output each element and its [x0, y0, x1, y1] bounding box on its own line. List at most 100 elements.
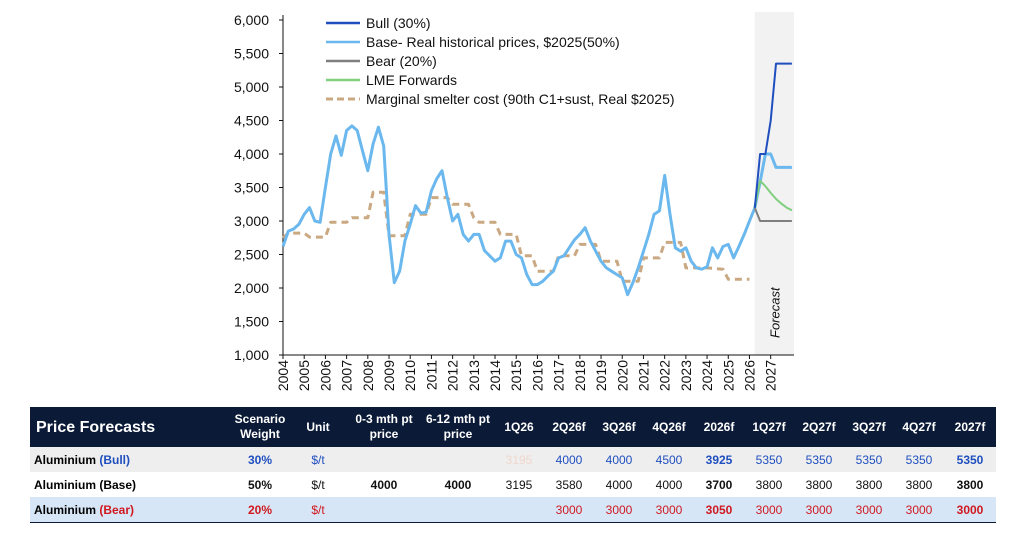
row-value-2q26f: 4000 [544, 447, 594, 472]
row-value-3q27f: 3000 [844, 497, 894, 523]
header-scenario-weight: Scenario Weight [230, 407, 290, 447]
x-tick-label: 2015 [508, 360, 524, 391]
x-tick-label: 2007 [339, 360, 355, 391]
header-3q27f: 3Q27f [844, 407, 894, 447]
y-tick-label: 3,000 [234, 213, 269, 229]
price-forecast-table: Price Forecasts Scenario Weight Unit 0-3… [30, 407, 996, 523]
series-line [281, 124, 792, 297]
x-tick-label: 2023 [678, 360, 694, 391]
row-value-1q27f: 3000 [744, 497, 794, 523]
legend-entry: LME Forwards [366, 72, 457, 88]
y-tick-label: 1,500 [234, 314, 269, 330]
x-tick-label: 2022 [657, 360, 673, 391]
x-tick-label: 2020 [614, 360, 630, 391]
row-value-1q26 [494, 497, 544, 523]
y-tick-label: 4,500 [234, 113, 269, 129]
row-value-2027f: 5350 [944, 447, 996, 472]
row-label: Aluminium (Base) [30, 472, 230, 497]
table-row-base: Aluminium (Base) 50% $/t 4000 4000 3195 … [30, 472, 996, 497]
forecast-label: Forecast [767, 286, 782, 338]
row-value-3q27f: 5350 [844, 447, 894, 472]
y-tick-label: 5,000 [234, 79, 269, 95]
row-value-3q26f: 4000 [594, 472, 644, 497]
row-value-3q27f: 3800 [844, 472, 894, 497]
series-line [753, 207, 792, 222]
row-value-4q26f: 3000 [644, 497, 694, 523]
header-6-12-price: 6-12 mth pt price [422, 407, 494, 447]
x-tick-label: 2017 [551, 360, 567, 391]
x-tick-label: 2013 [466, 360, 482, 391]
row-value-1q26: 3195 [494, 447, 544, 472]
row-value-4q26f: 4000 [644, 472, 694, 497]
row-label: Aluminium (Bull) [30, 447, 230, 472]
x-tick-label: 2024 [699, 360, 715, 391]
legend-entry: Marginal smelter cost (90th C1+sust, Rea… [366, 91, 675, 107]
x-tick-label: 2009 [381, 360, 397, 391]
chart-axes: 1,000 1,500 2,000 2,500 3,000 3,500 4,000 4,500… [234, 12, 794, 391]
row-value-4q27f: 5350 [894, 447, 944, 472]
row-label-main: Aluminium [34, 502, 100, 517]
row-value-2026f: 3700 [694, 472, 744, 497]
header-4q26f: 4Q26f [644, 407, 694, 447]
header-4q27f: 4Q27f [894, 407, 944, 447]
row-value-2q26f: 3580 [544, 472, 594, 497]
table-title: Price Forecasts [30, 407, 230, 447]
series-line [282, 190, 750, 283]
y-tick-label: 1,000 [234, 347, 269, 363]
y-tick-label: 2,000 [234, 280, 269, 296]
row-label: Aluminium (Bear) [30, 497, 230, 523]
x-tick-label: 2004 [275, 360, 291, 391]
chart-legend: Bull (30%) Base- Real historical prices, … [326, 15, 675, 107]
row-value-2q26f: 3000 [544, 497, 594, 523]
row-value-2026f: 3050 [694, 497, 744, 523]
y-tick-label: 3,500 [234, 180, 269, 196]
row-value-4q27f: 3000 [894, 497, 944, 523]
x-tick-label: 2027 [763, 360, 779, 391]
y-tick-label: 2,500 [234, 247, 269, 263]
row-value-1q27f: 5350 [744, 447, 794, 472]
row-6-12 [422, 497, 494, 523]
x-tick-label: 2016 [529, 360, 545, 391]
x-tick-label: 2005 [296, 360, 312, 391]
row-value-2026f: 3925 [694, 447, 744, 472]
row-spot [346, 447, 422, 472]
legend-entry: Base- Real historical prices, $2025(50%) [366, 34, 620, 50]
header-2026f: 2026f [694, 407, 744, 447]
y-tick-label: 5,500 [234, 46, 269, 62]
row-value-3q26f: 3000 [594, 497, 644, 523]
row-value-4q26f: 4500 [644, 447, 694, 472]
row-value-2q27f: 5350 [794, 447, 844, 472]
x-tick-label: 2012 [445, 360, 461, 391]
header-2q26f: 2Q26f [544, 407, 594, 447]
series-line [753, 62, 792, 208]
row-value-2q27f: 3800 [794, 472, 844, 497]
table-row-bear: Aluminium (Bear) 20% $/t 3000 3000 3000 … [30, 497, 996, 523]
x-tick-label: 2021 [635, 360, 651, 391]
row-spot [346, 497, 422, 523]
header-1q27f: 1Q27f [744, 407, 794, 447]
row-weight: 30% [230, 447, 290, 472]
row-value-2027f: 3000 [944, 497, 996, 523]
row-unit: $/t [290, 497, 346, 523]
row-value-4q27f: 3800 [894, 472, 944, 497]
row-value-1q26: 3195 [494, 472, 544, 497]
series-line [753, 179, 793, 212]
x-tick-label: 2026 [741, 360, 757, 391]
row-value-3q26f: 4000 [594, 447, 644, 472]
row-6-12: 4000 [422, 472, 494, 497]
row-label-scenario: (Bear) [99, 502, 135, 517]
row-label-scenario: (Bull) [99, 452, 130, 467]
x-tick-label: 2008 [360, 360, 376, 391]
table-header-row: Price Forecasts Scenario Weight Unit 0-3… [30, 407, 996, 447]
header-spot-price: 0-3 mth pt price [346, 407, 422, 447]
x-tick-label: 2006 [317, 360, 333, 391]
x-tick-label: 2011 [423, 360, 439, 390]
header-1q26: 1Q26 [494, 407, 544, 447]
row-value-1q27f: 3800 [744, 472, 794, 497]
row-spot: 4000 [346, 472, 422, 497]
table-row-bull: Aluminium (Bull) 30% $/t 3195 4000 4000 … [30, 447, 996, 472]
x-tick-label: 2018 [572, 360, 588, 391]
header-3q26f: 3Q26f [594, 407, 644, 447]
x-tick-label: 2010 [402, 360, 418, 391]
row-label-main: Aluminium [34, 452, 100, 467]
